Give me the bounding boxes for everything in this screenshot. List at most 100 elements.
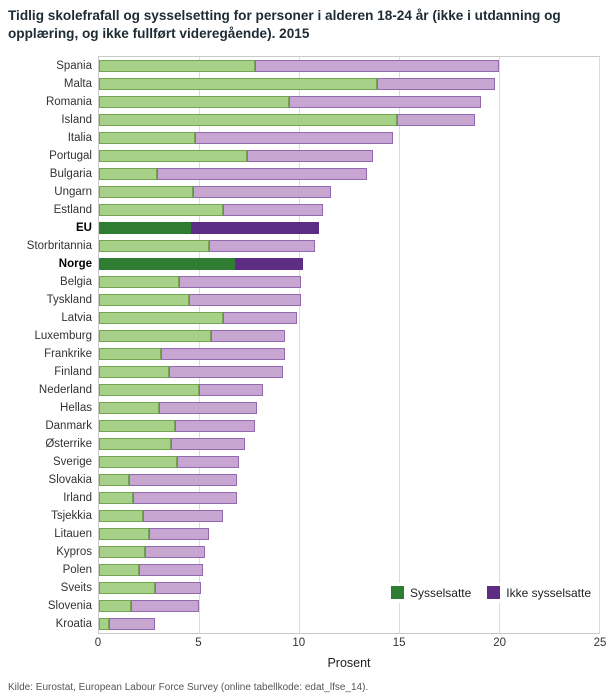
- bar-segment-sysselsatte: [99, 437, 171, 450]
- bar-stack: [99, 293, 599, 306]
- legend: Sysselsatte Ikke sysselsatte: [386, 582, 595, 603]
- bar-row: [99, 489, 599, 507]
- bar-segment-sysselsatte: [99, 329, 211, 342]
- bar-segment-ikke-sysselsatte: [209, 239, 315, 252]
- bar-row: [99, 147, 599, 165]
- category-label: Luxemburg: [34, 329, 92, 342]
- bar-segment-sysselsatte: [99, 221, 191, 234]
- bar-stack: [99, 131, 599, 144]
- category-label: Nederland: [38, 383, 92, 396]
- bar-row: [99, 327, 599, 345]
- gridline: [499, 56, 500, 633]
- bar-row: [99, 111, 599, 129]
- legend-label-sysselsatte: Sysselsatte: [409, 585, 472, 600]
- bar-row: [99, 255, 599, 273]
- category-label: Slovenia: [47, 599, 92, 612]
- plot-area: Sysselsatte Ikke sysselsatte: [98, 55, 600, 634]
- bar-stack: [99, 347, 599, 360]
- category-label: Danmark: [45, 419, 92, 432]
- axis-spacer: [8, 637, 98, 652]
- x-tick-label: 5: [195, 636, 202, 649]
- bar-segment-ikke-sysselsatte: [397, 113, 475, 126]
- bar-segment-sysselsatte: [99, 149, 247, 162]
- bar-row: [99, 453, 599, 471]
- bar-stack: [99, 185, 599, 198]
- bar-segment-sysselsatte: [99, 239, 209, 252]
- bar-stack: [99, 149, 599, 162]
- bar-row: [99, 129, 599, 147]
- bar-segment-ikke-sysselsatte: [199, 383, 263, 396]
- legend-swatch-sysselsatte: [390, 586, 404, 600]
- category-label: Bulgaria: [49, 167, 92, 180]
- bar-segment-ikke-sysselsatte: [195, 131, 393, 144]
- x-axis-title: Prosent: [327, 655, 371, 670]
- bar-segment-ikke-sysselsatte: [157, 167, 367, 180]
- bar-segment-ikke-sysselsatte: [177, 455, 239, 468]
- bar-row: [99, 93, 599, 111]
- bar-stack: [99, 167, 599, 180]
- bar-segment-ikke-sysselsatte: [289, 95, 481, 108]
- bar-segment-ikke-sysselsatte: [175, 419, 255, 432]
- x-tick-label: 25: [593, 636, 607, 649]
- bar-row: [99, 597, 599, 615]
- category-label: Latvia: [61, 311, 92, 324]
- bar-row: [99, 363, 599, 381]
- bar-stack: [99, 95, 599, 108]
- bar-stack: [99, 617, 599, 630]
- chart-title: Tidlig skolefrafall og sysselsetting for…: [8, 8, 561, 41]
- bar-segment-ikke-sysselsatte: [211, 329, 285, 342]
- bar-segment-sysselsatte: [99, 563, 139, 576]
- category-label: Østerrike: [45, 437, 92, 450]
- bar-segment-sysselsatte: [99, 347, 161, 360]
- bar-segment-ikke-sysselsatte: [191, 221, 319, 234]
- category-label: EU: [76, 221, 92, 234]
- bar-stack: [99, 545, 599, 558]
- category-label: Kroatia: [55, 617, 92, 630]
- bar-segment-sysselsatte: [99, 599, 131, 612]
- bar-segment-sysselsatte: [99, 275, 179, 288]
- bar-segment-sysselsatte: [99, 167, 157, 180]
- bar-row: [99, 417, 599, 435]
- bar-segment-ikke-sysselsatte: [255, 59, 499, 72]
- bar-stack: [99, 59, 599, 72]
- category-label: Sverige: [53, 455, 92, 468]
- legend-swatch-ikke-sysselsatte: [487, 586, 501, 600]
- bar-row: [99, 57, 599, 75]
- bar-segment-sysselsatte: [99, 365, 169, 378]
- bar-segment-sysselsatte: [99, 545, 145, 558]
- category-label: Malta: [63, 77, 92, 90]
- category-label: Tsjekkia: [51, 509, 92, 522]
- bar-segment-sysselsatte: [99, 473, 129, 486]
- bar-segment-sysselsatte: [99, 419, 175, 432]
- bar-segment-sysselsatte: [99, 59, 255, 72]
- bar-row: [99, 525, 599, 543]
- category-label: Belgia: [60, 275, 92, 288]
- bar-segment-ikke-sysselsatte: [377, 77, 495, 90]
- bar-row: [99, 75, 599, 93]
- bar-segment-sysselsatte: [99, 185, 193, 198]
- bar-segment-sysselsatte: [99, 383, 199, 396]
- bar-segment-sysselsatte: [99, 257, 235, 270]
- bar-row: [99, 561, 599, 579]
- bars-area: [99, 57, 599, 633]
- legend-item-ikke-sysselsatte: Ikke sysselsatte: [487, 586, 591, 600]
- bar-segment-ikke-sysselsatte: [145, 545, 205, 558]
- bar-row: [99, 543, 599, 561]
- bar-segment-ikke-sysselsatte: [129, 473, 237, 486]
- bar-segment-ikke-sysselsatte: [235, 257, 303, 270]
- bar-stack: [99, 509, 599, 522]
- bar-row: [99, 381, 599, 399]
- bar-segment-ikke-sysselsatte: [139, 563, 203, 576]
- x-tick-label: 0: [94, 636, 102, 649]
- bar-segment-ikke-sysselsatte: [149, 527, 209, 540]
- gridline: [299, 56, 300, 633]
- bar-segment-ikke-sysselsatte: [223, 203, 323, 216]
- category-label: Storbritannia: [26, 239, 92, 252]
- bar-stack: [99, 77, 599, 90]
- bar-stack: [99, 311, 599, 324]
- bar-segment-ikke-sysselsatte: [189, 293, 301, 306]
- bar-stack: [99, 455, 599, 468]
- bar-segment-ikke-sysselsatte: [179, 275, 301, 288]
- bar-stack: [99, 239, 599, 252]
